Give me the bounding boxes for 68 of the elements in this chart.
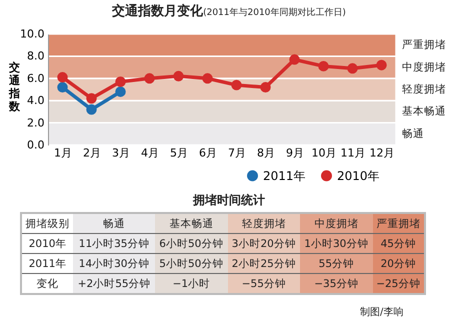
point <box>231 80 242 90</box>
text: 2小时25分钟 <box>232 258 296 270</box>
legend-label: 2011年 <box>263 168 306 183</box>
chart-subtitle: (2011年与2010年同期对比工作日) <box>203 8 346 18</box>
text: 11小时35分钟 <box>78 238 150 250</box>
text: 拥堵时间统计 <box>192 192 266 209</box>
text: 1小时30分钟 <box>304 238 368 250</box>
point <box>115 86 126 97</box>
point <box>347 63 358 74</box>
y-tick-label: 10.0 <box>20 28 44 40</box>
x-tick-label: 5月 <box>170 146 188 160</box>
y-tick-label: 0.0 <box>27 138 44 152</box>
text: +2小时55分钟 <box>78 278 151 290</box>
x-tick-label: 3月 <box>112 146 130 160</box>
band-label: 基本畅通 <box>402 104 446 118</box>
band-label: 畅通 <box>402 126 424 140</box>
point <box>376 60 387 70</box>
text: 3小时20分钟 <box>232 238 296 250</box>
y-axis-title: 交通指数 <box>8 61 21 113</box>
text: −35分钟 <box>314 278 358 290</box>
point <box>57 72 68 83</box>
y-tick-label: 4.0 <box>27 94 44 108</box>
band-label: 严重拥堵 <box>402 38 446 52</box>
x-tick-label: 4月 <box>141 146 159 160</box>
x-tick-label: 12月 <box>370 146 394 160</box>
x-tick-label: 6月 <box>199 146 217 160</box>
point <box>173 70 184 82</box>
text: 拥堵级别 <box>24 216 71 232</box>
x-tick-label: 2月 <box>83 146 101 160</box>
text: −55分钟 <box>242 278 286 290</box>
category-label: 2010年 <box>28 238 66 250</box>
text: 45分钟 <box>380 238 416 250</box>
x-tick-label: 9月 <box>286 146 304 160</box>
x-tick-label: 10月 <box>312 146 336 160</box>
point <box>318 60 329 72</box>
category-label: 轻度拥堵 <box>228 213 300 234</box>
band-label: 中度拥堵 <box>402 60 446 74</box>
text: 20分钟 <box>380 258 416 270</box>
category-label: 基本畅通 <box>155 213 228 234</box>
text: −25分钟 <box>376 278 420 290</box>
text: 14小时30分钟 <box>78 258 150 270</box>
point <box>289 54 300 65</box>
point <box>86 93 97 104</box>
category-label: 变化 <box>36 278 59 290</box>
x-tick-label: 7月 <box>228 146 246 160</box>
y-tick-label: 6.0 <box>27 72 44 85</box>
x-tick-label: 1月 <box>54 146 72 160</box>
text: 5小时50分钟 <box>159 258 224 270</box>
text: 55分钟 <box>318 258 354 270</box>
category-label: 2011年 <box>28 258 66 270</box>
point <box>86 104 97 115</box>
point <box>202 73 213 84</box>
text: 制图/李响 <box>360 306 404 319</box>
text: 6小时50分钟 <box>159 238 224 250</box>
x-tick-label: 11月 <box>340 146 366 160</box>
y-tick-label: 8.0 <box>27 50 44 63</box>
band-label: 轻度拥堵 <box>402 82 446 96</box>
category-label: 中度拥堵 <box>300 213 373 234</box>
point <box>144 73 155 84</box>
text: −1小时 <box>172 278 210 290</box>
point <box>260 82 271 93</box>
point <box>57 82 68 93</box>
category-label: 畅通 <box>73 213 156 234</box>
category-label: 严重拥堵 <box>372 213 425 234</box>
point <box>115 76 126 87</box>
x-tick-label: 8月 <box>257 146 275 160</box>
y-tick-label: 2.0 <box>27 116 44 130</box>
legend-label: 2010年 <box>337 168 380 183</box>
